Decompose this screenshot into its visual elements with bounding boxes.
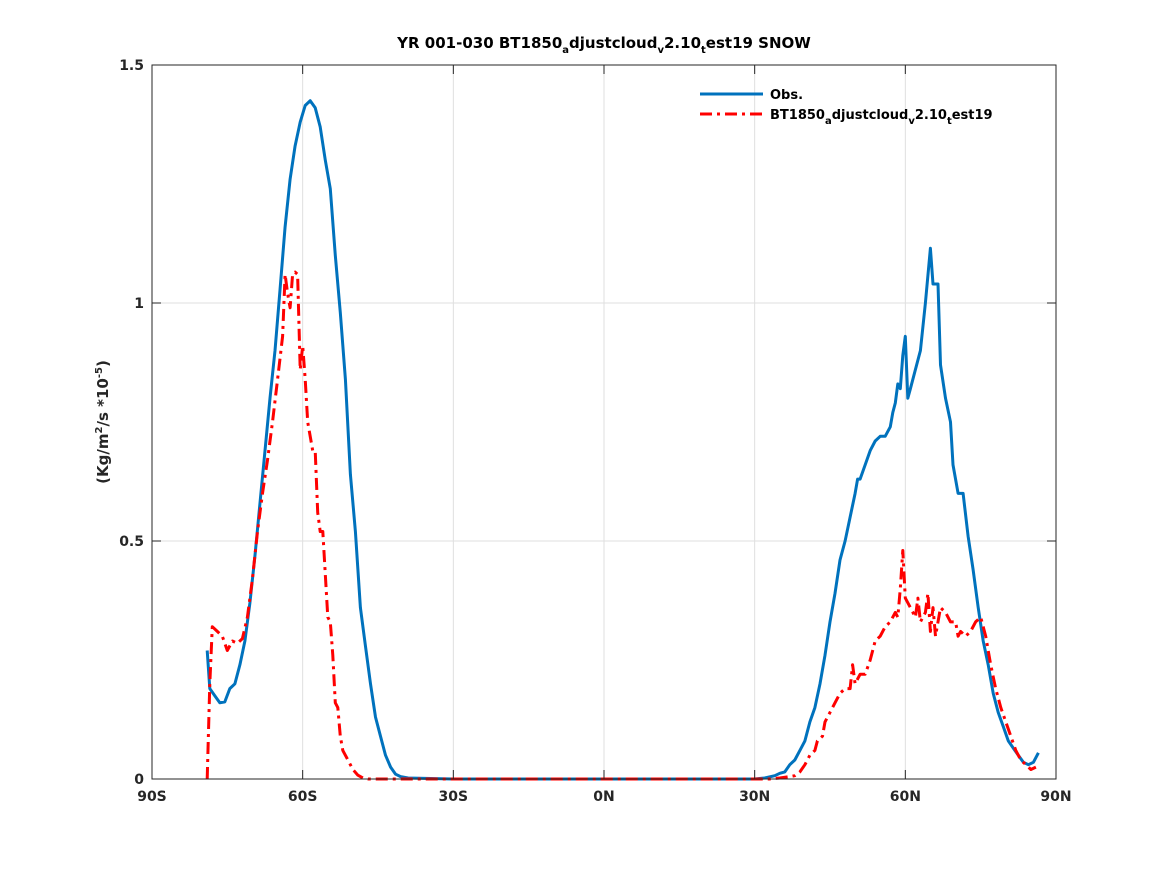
chart-title: YR 001-030 BT1850adjustcloudv2.10test19 … <box>396 34 811 56</box>
x-tick-labels: 90S 60S 30S 0N 30N 60N 90N <box>137 789 1071 805</box>
y-tick-labels: 0 0.5 1 1.5 <box>119 58 144 788</box>
x-tick-label: 30S <box>439 789 469 805</box>
y-axis-label: (Kg/m2/s *10-5) <box>94 360 112 484</box>
y-tick-label: 0.5 <box>119 534 144 550</box>
x-tick-label: 60S <box>288 789 318 805</box>
x-tick-label: 60N <box>890 789 921 805</box>
legend: Obs. BT1850adjustcloudv2.10test19 <box>700 88 993 127</box>
y-tick-label: 1 <box>134 296 144 312</box>
series-layer <box>205 99 1040 781</box>
y-tick-label: 0 <box>134 772 144 788</box>
legend-label-obs: Obs. <box>770 88 803 103</box>
series-line-model <box>205 270 1037 781</box>
series-line-obs <box>205 99 1040 781</box>
legend-label-model: BT1850adjustcloudv2.10test19 <box>770 108 993 127</box>
x-tick-label: 0N <box>593 789 614 805</box>
y-tick-label: 1.5 <box>119 58 144 74</box>
tick-marks <box>151 64 1057 780</box>
x-tick-label: 90N <box>1040 789 1071 805</box>
x-tick-label: 90S <box>137 789 167 805</box>
x-tick-label: 30N <box>739 789 770 805</box>
